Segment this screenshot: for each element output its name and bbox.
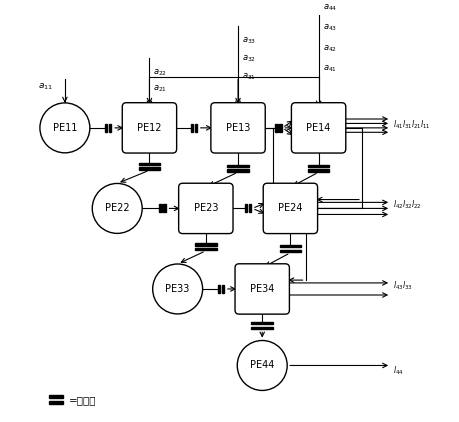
Bar [227, 165, 248, 167]
Circle shape [152, 264, 202, 314]
Bar [274, 124, 277, 132]
Bar [227, 169, 248, 172]
Text: $a_{31}$: $a_{31}$ [241, 71, 256, 82]
Text: PE23: PE23 [193, 203, 218, 214]
Text: PE13: PE13 [225, 123, 250, 133]
Bar [279, 124, 281, 132]
Bar [138, 168, 160, 170]
Text: PE24: PE24 [278, 203, 302, 214]
Text: $a_{33}$: $a_{33}$ [241, 35, 256, 46]
Bar [248, 204, 251, 212]
Circle shape [40, 103, 90, 153]
Text: PE22: PE22 [105, 203, 129, 214]
Text: PE11: PE11 [53, 123, 77, 133]
Text: PE44: PE44 [250, 360, 274, 371]
Text: $l_{44}$: $l_{44}$ [392, 364, 403, 376]
Text: $a_{21}$: $a_{21}$ [153, 84, 167, 94]
FancyBboxPatch shape [263, 183, 317, 234]
Text: PE33: PE33 [165, 284, 190, 294]
Text: $l_{43}l_{33}$: $l_{43}l_{33}$ [392, 279, 412, 292]
Bar [217, 285, 219, 293]
Text: $l_{41}l_{31}l_{21}l_{11}$: $l_{41}l_{31}l_{21}l_{11}$ [392, 119, 430, 131]
Bar [244, 204, 247, 212]
Text: $a_{42}$: $a_{42}$ [322, 43, 336, 54]
Bar [163, 204, 165, 212]
Bar [49, 395, 63, 398]
Text: PE14: PE14 [306, 123, 330, 133]
Bar [105, 124, 107, 132]
Bar [279, 250, 301, 252]
Bar [307, 165, 329, 167]
Bar [49, 401, 63, 404]
Text: $a_{43}$: $a_{43}$ [322, 23, 336, 33]
Text: =流水线: =流水线 [69, 395, 96, 405]
Text: $a_{44}$: $a_{44}$ [322, 3, 336, 14]
Bar [159, 204, 161, 212]
Circle shape [237, 341, 286, 390]
Bar [109, 124, 111, 132]
Text: $a_{32}$: $a_{32}$ [241, 53, 256, 64]
Bar [190, 124, 192, 132]
Bar [195, 243, 216, 246]
Bar [307, 169, 329, 172]
Text: PE12: PE12 [137, 123, 162, 133]
Bar [195, 248, 216, 250]
Text: $a_{11}$: $a_{11}$ [38, 81, 53, 92]
Bar [251, 322, 273, 324]
Text: $a_{41}$: $a_{41}$ [322, 63, 336, 74]
FancyBboxPatch shape [291, 103, 345, 153]
FancyBboxPatch shape [210, 103, 265, 153]
Bar [138, 162, 160, 165]
Bar [194, 124, 196, 132]
Bar [251, 327, 273, 329]
Bar [221, 285, 224, 293]
Text: $a_{22}$: $a_{22}$ [153, 67, 167, 78]
FancyBboxPatch shape [178, 183, 233, 234]
FancyBboxPatch shape [122, 103, 176, 153]
FancyBboxPatch shape [235, 264, 289, 314]
Circle shape [92, 184, 142, 233]
Bar [279, 245, 301, 247]
Text: $l_{42}l_{32}l_{22}$: $l_{42}l_{32}l_{22}$ [392, 199, 421, 211]
Text: PE34: PE34 [250, 284, 274, 294]
